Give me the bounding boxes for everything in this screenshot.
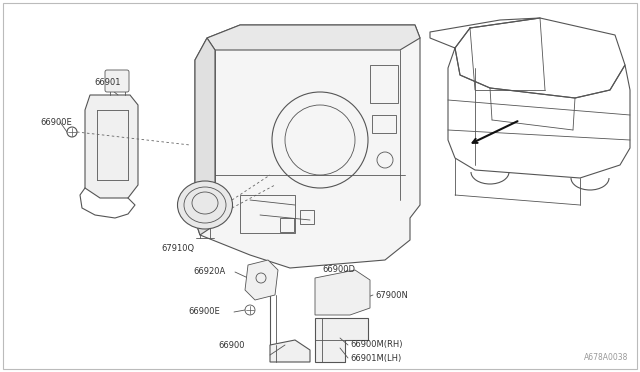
Text: 66900E: 66900E: [40, 118, 72, 126]
Polygon shape: [245, 260, 278, 300]
Polygon shape: [195, 25, 420, 268]
Text: 66900M(RH): 66900M(RH): [350, 340, 403, 350]
Polygon shape: [315, 270, 370, 315]
Text: 67900N: 67900N: [375, 291, 408, 299]
Polygon shape: [270, 340, 310, 362]
Bar: [240, 195, 295, 233]
Text: 66900E: 66900E: [188, 308, 220, 317]
Polygon shape: [85, 95, 138, 198]
Text: 67910Q: 67910Q: [161, 244, 195, 253]
Text: 66900: 66900: [218, 340, 244, 350]
Ellipse shape: [177, 181, 232, 229]
Bar: [372, 115, 396, 133]
Bar: [280, 218, 294, 232]
Polygon shape: [315, 318, 368, 362]
Text: 66920A: 66920A: [193, 267, 225, 276]
Text: 66901: 66901: [95, 77, 121, 87]
Bar: [300, 210, 314, 224]
Text: 66900D: 66900D: [322, 266, 355, 275]
Text: 66901M(LH): 66901M(LH): [350, 353, 401, 362]
Polygon shape: [207, 25, 420, 50]
Polygon shape: [195, 38, 215, 235]
FancyBboxPatch shape: [105, 70, 129, 92]
Text: A678A0038: A678A0038: [584, 353, 628, 362]
Bar: [370, 65, 398, 103]
